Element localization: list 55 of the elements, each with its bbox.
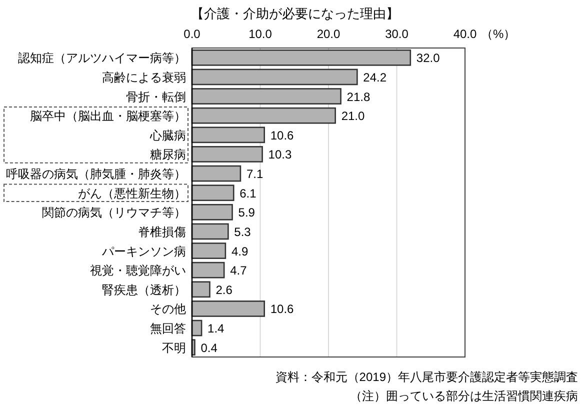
bar <box>191 88 342 104</box>
y-tick-label: 認知症（アルツハイマー病等） <box>18 51 186 66</box>
x-tick-label: 10.0 <box>248 27 272 41</box>
data-label: 21.8 <box>346 90 370 104</box>
y-tick-label: 視覚・聴覚障がい <box>90 264 186 278</box>
bar <box>191 126 265 144</box>
data-label: 21.0 <box>341 109 366 124</box>
chart-title: 【介護・介助が必要になった理由】 <box>191 6 399 21</box>
bar <box>191 300 265 317</box>
y-tick-label: 脳卒中（脳出血・脳梗塞等） <box>30 109 186 124</box>
data-label: 6.1 <box>240 186 257 200</box>
bar <box>191 223 229 240</box>
x-tick-label: 30.0 <box>385 27 409 41</box>
bar <box>191 262 225 278</box>
bar <box>191 49 412 66</box>
y-tick-label: 腎疾患（透析） <box>102 282 186 297</box>
data-label: 7.1 <box>246 167 264 182</box>
data-label: 2.6 <box>216 282 233 297</box>
y-tick-label: がん（悪性新生物） <box>78 186 186 200</box>
bar <box>191 281 210 298</box>
y-tick-label: その他 <box>150 302 186 316</box>
y-tick-label: 不明 <box>162 340 186 355</box>
data-label: 0.4 <box>200 340 218 355</box>
bar <box>191 165 242 182</box>
data-label: 5.9 <box>238 206 256 220</box>
bar <box>191 184 234 202</box>
data-label: 4.9 <box>231 244 248 258</box>
x-tick-label: 40.0 <box>453 27 477 41</box>
data-label: 10.6 <box>270 302 294 316</box>
x-axis-title: （%） <box>481 27 516 41</box>
bar <box>191 68 358 86</box>
data-label: 32.0 <box>416 51 440 66</box>
data-label: 5.3 <box>234 224 252 239</box>
y-tick-label: パーキンソン病 <box>101 244 186 258</box>
data-label: 10.3 <box>268 148 292 162</box>
bar <box>191 242 226 259</box>
bar <box>191 204 233 220</box>
data-label: 4.7 <box>230 264 248 278</box>
y-tick-label: 無回答 <box>150 322 186 336</box>
y-tick-label: 脊椎損傷 <box>138 224 186 239</box>
y-tick-label: 呼吸器の病気（肺気腫・肺炎等） <box>6 167 186 182</box>
data-label: 24.2 <box>363 70 387 84</box>
y-tick-label: 骨折・転倒 <box>126 90 186 104</box>
data-label: 1.4 <box>208 322 225 336</box>
bar <box>191 107 336 124</box>
x-tick-label: 0.0 <box>184 27 201 41</box>
text: 資料：令和元（2019）年八尾市要介護認定者等実態調査 <box>275 370 578 384</box>
x-tick-label: 20.0 <box>316 27 340 41</box>
bar <box>191 146 263 162</box>
y-tick-label: 心臓病 <box>149 128 186 142</box>
data-label: 10.6 <box>270 128 294 142</box>
y-tick-label: 高齢による衰弱 <box>102 70 186 84</box>
y-tick-label: 糖尿病 <box>150 148 186 162</box>
text: （注）囲っている部分は生活習慣関連疾病 <box>350 389 578 403</box>
y-tick-label: 関節の病気（リウマチ等） <box>42 206 186 220</box>
